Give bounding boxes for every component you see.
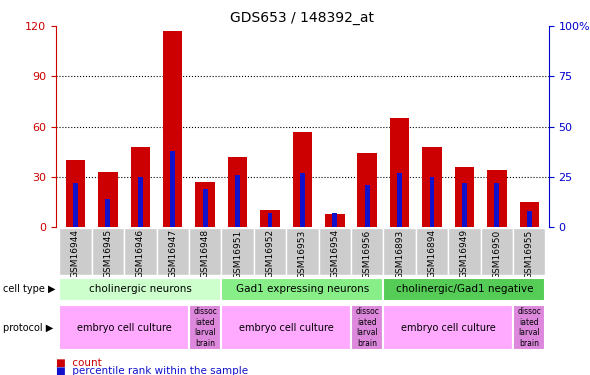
Text: GSM16953: GSM16953 — [298, 229, 307, 279]
Bar — [365, 185, 369, 227]
Bar — [59, 278, 221, 301]
Bar — [325, 213, 345, 227]
Bar — [254, 228, 286, 274]
Bar — [455, 166, 474, 227]
Text: GSM16894: GSM16894 — [428, 229, 437, 278]
Text: cell type ▶: cell type ▶ — [3, 284, 55, 294]
Bar — [189, 305, 221, 350]
Text: cholinergic neurons: cholinergic neurons — [89, 284, 192, 294]
Bar — [130, 147, 150, 227]
Text: GSM16946: GSM16946 — [136, 229, 145, 278]
Bar — [319, 228, 351, 274]
Text: ■  count: ■ count — [56, 358, 102, 368]
Bar — [487, 170, 507, 227]
Bar — [300, 173, 305, 227]
Text: GSM16945: GSM16945 — [103, 229, 113, 278]
Bar — [171, 151, 175, 227]
Bar — [384, 228, 416, 274]
Bar — [221, 278, 384, 301]
Bar — [293, 132, 312, 227]
Bar — [260, 210, 280, 227]
Bar — [267, 213, 273, 227]
Text: GSM16954: GSM16954 — [330, 229, 339, 278]
Bar — [430, 177, 434, 227]
Bar — [106, 199, 110, 227]
Text: protocol ▶: protocol ▶ — [3, 322, 53, 333]
Bar — [203, 189, 208, 227]
Text: GSM16944: GSM16944 — [71, 229, 80, 278]
Bar — [286, 228, 319, 274]
Bar — [98, 172, 117, 227]
Text: embryo cell culture: embryo cell culture — [77, 322, 172, 333]
Bar — [513, 305, 546, 350]
Bar — [73, 183, 78, 227]
Bar — [138, 177, 143, 227]
Text: dissoc
iated
larval
brain: dissoc iated larval brain — [193, 308, 217, 348]
Bar — [416, 228, 448, 274]
Bar — [358, 153, 377, 227]
Text: GSM16947: GSM16947 — [168, 229, 177, 278]
Bar — [384, 278, 546, 301]
Bar — [494, 183, 499, 227]
Text: GSM16952: GSM16952 — [266, 229, 274, 278]
Bar — [59, 228, 91, 274]
Bar — [221, 228, 254, 274]
Text: cholinergic/Gad1 negative: cholinergic/Gad1 negative — [396, 284, 533, 294]
Bar — [462, 183, 467, 227]
Bar — [513, 228, 546, 274]
Text: GSM16956: GSM16956 — [363, 229, 372, 279]
Bar — [332, 213, 337, 227]
Bar — [448, 228, 481, 274]
Bar — [527, 211, 532, 227]
Bar — [235, 175, 240, 227]
Text: dissoc
iated
larval
brain: dissoc iated larval brain — [517, 308, 541, 348]
Bar — [65, 160, 85, 227]
Text: GSM16950: GSM16950 — [492, 229, 502, 279]
Bar — [91, 228, 124, 274]
Text: ■  percentile rank within the sample: ■ percentile rank within the sample — [56, 366, 248, 375]
Text: dissoc
iated
larval
brain: dissoc iated larval brain — [355, 308, 379, 348]
Title: GDS653 / 148392_at: GDS653 / 148392_at — [230, 11, 375, 25]
Bar — [228, 157, 247, 227]
Text: GSM16951: GSM16951 — [233, 229, 242, 279]
Bar — [59, 305, 189, 350]
Bar — [397, 173, 402, 227]
Bar — [221, 305, 351, 350]
Text: embryo cell culture: embryo cell culture — [239, 322, 333, 333]
Bar — [422, 147, 442, 227]
Bar — [189, 228, 221, 274]
Text: Gad1 expressing neurons: Gad1 expressing neurons — [236, 284, 369, 294]
Bar — [481, 228, 513, 274]
Text: GSM16948: GSM16948 — [201, 229, 209, 278]
Text: GSM16955: GSM16955 — [525, 229, 534, 279]
Bar — [124, 228, 156, 274]
Text: embryo cell culture: embryo cell culture — [401, 322, 496, 333]
Bar — [384, 305, 513, 350]
Bar — [520, 202, 539, 227]
Bar — [351, 228, 384, 274]
Text: GSM16893: GSM16893 — [395, 229, 404, 279]
Bar — [156, 228, 189, 274]
Text: GSM16949: GSM16949 — [460, 229, 469, 278]
Bar — [390, 118, 409, 227]
Bar — [351, 305, 384, 350]
Bar — [195, 182, 215, 227]
Bar — [163, 31, 182, 227]
